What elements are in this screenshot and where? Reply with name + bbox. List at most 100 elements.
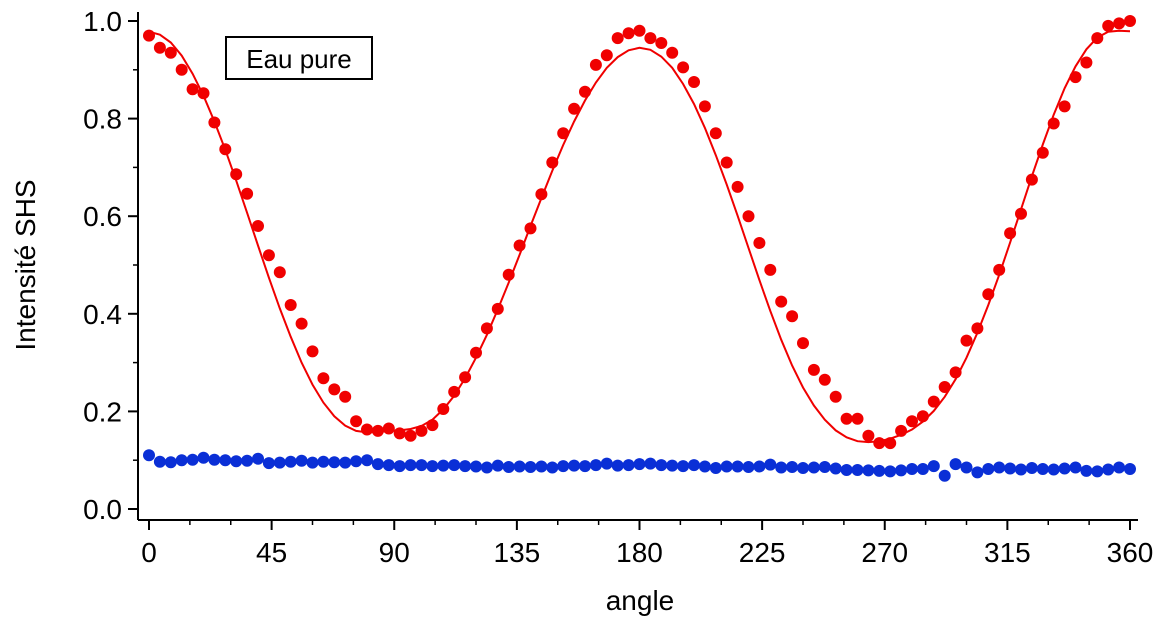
x-axis-title: angle [606,585,675,616]
data-point-series-2 [448,459,461,472]
data-point-series-0 [775,295,788,308]
data-point-series-2 [415,459,428,472]
data-point-series-0 [1102,19,1115,32]
data-point-series-0 [731,180,744,193]
data-point-series-0 [186,83,199,96]
data-point-series-2 [655,459,668,472]
data-point-series-2 [557,460,570,473]
x-tick-label: 135 [494,537,541,568]
data-point-series-2 [916,463,929,475]
data-point-series-0 [1080,56,1093,69]
data-point-series-2 [622,459,635,472]
data-point-series-2 [371,458,384,471]
data-point-series-0 [1058,100,1071,113]
data-point-series-2 [361,454,373,467]
data-point-series-2 [350,455,363,468]
data-point-series-0 [764,263,777,276]
data-point-series-0 [906,415,918,428]
data-point-series-0 [273,266,286,279]
data-point-series-2 [949,458,962,471]
data-point-series-2 [546,461,559,474]
data-point-series-0 [415,424,428,437]
data-point-series-2 [840,464,853,476]
data-point-series-2 [906,463,918,475]
data-point-series-0 [339,390,352,403]
x-tick-label: 45 [256,537,287,568]
data-point-series-2 [611,459,624,472]
data-point-series-2 [786,461,799,473]
data-point-series-0 [175,63,188,76]
data-point-series-2 [677,460,690,473]
data-point-series-2 [633,458,646,471]
data-point-series-2 [382,459,395,472]
data-point-series-0 [589,58,602,71]
x-tick-label: 0 [141,537,157,568]
annotation-frame [225,36,373,80]
data-point-series-2 [252,452,264,465]
data-point-series-2 [197,451,210,464]
data-point-series-2 [764,458,777,471]
data-point-series-2 [960,461,973,474]
y-tick-label: 0.6 [83,201,122,232]
data-point-series-2 [1036,463,1049,475]
plot-area [143,15,1136,482]
data-point-series-2 [1080,464,1093,477]
data-point-series-0 [666,46,679,59]
data-point-series-2 [1069,461,1082,474]
data-point-series-2 [1015,463,1027,476]
data-point-series-0 [262,249,275,262]
annotation-box: Eau pure [225,36,373,80]
data-point-series-0 [361,423,373,436]
data-point-series-2 [502,461,515,473]
data-point-series-0 [753,237,766,249]
data-point-series-2 [175,454,188,467]
data-point-series-0 [927,395,940,408]
data-point-series-0 [622,27,635,40]
data-point-series-2 [1124,463,1136,475]
data-point-series-2 [186,453,199,466]
data-point-series-0 [797,337,809,350]
data-point-series-2 [219,454,232,467]
data-point-series-2 [164,456,177,469]
data-point-series-2 [927,460,940,473]
data-point-series-2 [1102,463,1115,476]
data-point-series-2 [862,464,875,477]
data-point-series-0 [1113,17,1126,30]
y-axis-title: Intensité SHS [10,179,41,350]
data-point-series-0 [655,37,668,49]
y-tick-label: 1.0 [83,6,122,37]
data-point-series-0 [851,412,864,425]
data-point-series-0 [818,373,831,386]
data-point-series-0 [153,41,166,54]
data-point-series-2 [404,459,417,472]
data-point-series-2 [295,454,308,467]
data-point-series-0 [295,317,308,330]
data-point-series-2 [731,460,744,473]
y-tick-label: 0.0 [83,494,122,525]
data-point-series-2 [1004,462,1017,475]
data-point-series-0 [164,46,177,59]
data-point-series-2 [818,461,831,473]
data-point-series-2 [873,464,886,477]
data-point-series-2 [600,457,613,470]
data-point-series-2 [895,464,908,477]
data-point-series-2 [742,461,755,473]
y-tick-label: 0.2 [83,396,122,427]
data-point-series-0 [252,220,264,232]
data-point-series-2 [938,469,951,482]
data-point-series-2 [339,456,352,469]
data-point-series-2 [709,462,722,474]
data-point-series-0 [698,100,711,113]
data-point-series-2 [1113,461,1126,474]
data-point-series-0 [382,422,395,435]
data-point-series-2 [797,462,809,474]
data-point-series-2 [437,459,450,472]
data-point-series-2 [589,459,602,472]
data-point-series-0 [938,381,951,393]
data-point-series-2 [273,456,286,469]
data-point-series-0 [688,76,700,88]
data-point-series-2 [153,455,166,468]
data-point-series-2 [1025,462,1038,474]
fit-curve-line [148,29,1131,444]
data-point-series-0 [677,61,690,74]
